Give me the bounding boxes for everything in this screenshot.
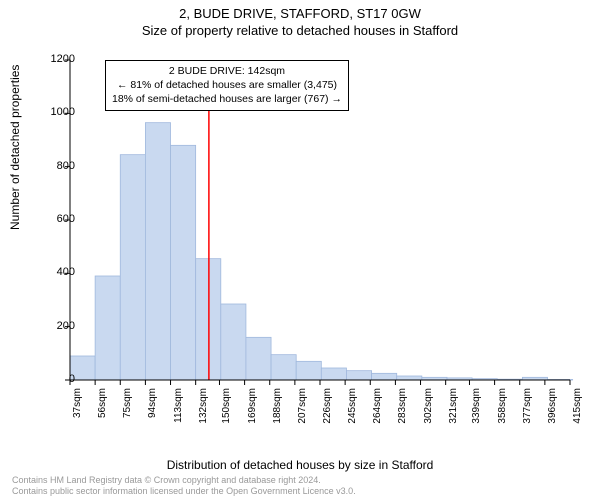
x-tick-label: 113sqm: [173, 388, 184, 428]
y-tick-label: 400: [57, 266, 75, 278]
histogram-bar: [346, 371, 371, 380]
histogram-bar: [171, 145, 196, 380]
x-tick-label: 377sqm: [522, 388, 533, 428]
attribution-line2: Contains public sector information licen…: [12, 486, 356, 498]
x-tick-label: 207sqm: [297, 388, 308, 428]
annotation-box: 2 BUDE DRIVE: 142sqm ← 81% of detached h…: [105, 60, 349, 111]
chart-subtitle: Size of property relative to detached ho…: [0, 21, 600, 38]
x-tick-label: 339sqm: [471, 388, 482, 428]
x-tick-label: 56sqm: [97, 388, 108, 428]
x-tick-label: 226sqm: [322, 388, 333, 428]
x-tick-label: 37sqm: [72, 388, 83, 428]
x-tick-label: 169sqm: [247, 388, 258, 428]
y-tick-label: 1000: [51, 106, 75, 118]
y-tick-label: 200: [57, 320, 75, 332]
x-tick-label: 283sqm: [397, 388, 408, 428]
histogram-bar: [321, 368, 346, 380]
histogram-bar: [246, 337, 271, 380]
annotation-line3: 18% of semi-detached houses are larger (…: [112, 92, 342, 106]
histogram-bar: [271, 355, 296, 380]
histogram-bar: [221, 304, 246, 380]
attribution-line1: Contains HM Land Registry data © Crown c…: [12, 475, 356, 487]
histogram-bar: [296, 361, 321, 380]
annotation-line1: 2 BUDE DRIVE: 142sqm: [112, 64, 342, 78]
histogram-bar: [397, 376, 422, 380]
x-axis-label: Distribution of detached houses by size …: [0, 458, 600, 472]
x-tick-label: 188sqm: [272, 388, 283, 428]
x-tick-label: 396sqm: [547, 388, 558, 428]
x-tick-label: 321sqm: [448, 388, 459, 428]
y-tick-label: 600: [57, 213, 75, 225]
y-tick-label: 800: [57, 160, 75, 172]
chart-container: 2, BUDE DRIVE, STAFFORD, ST17 0GW Size o…: [0, 0, 600, 500]
x-tick-label: 132sqm: [198, 388, 209, 428]
annotation-line2: ← 81% of detached houses are smaller (3,…: [112, 78, 342, 92]
histogram-bar: [95, 276, 120, 380]
x-tick-label: 302sqm: [423, 388, 434, 428]
attribution: Contains HM Land Registry data © Crown c…: [12, 475, 356, 498]
x-tick-label: 94sqm: [147, 388, 158, 428]
x-tick-label: 75sqm: [122, 388, 133, 428]
y-axis-label: Number of detached properties: [8, 65, 22, 230]
y-tick-label: 1200: [51, 53, 75, 65]
chart-title: 2, BUDE DRIVE, STAFFORD, ST17 0GW: [0, 0, 600, 21]
histogram-bar: [372, 373, 397, 380]
x-tick-label: 358sqm: [497, 388, 508, 428]
x-tick-label: 245sqm: [347, 388, 358, 428]
y-tick-label: 0: [69, 373, 75, 385]
histogram-bar: [145, 123, 170, 380]
histogram-bar: [120, 155, 145, 380]
x-tick-label: 415sqm: [572, 388, 583, 428]
x-tick-label: 150sqm: [221, 388, 232, 428]
x-tick-label: 264sqm: [372, 388, 383, 428]
